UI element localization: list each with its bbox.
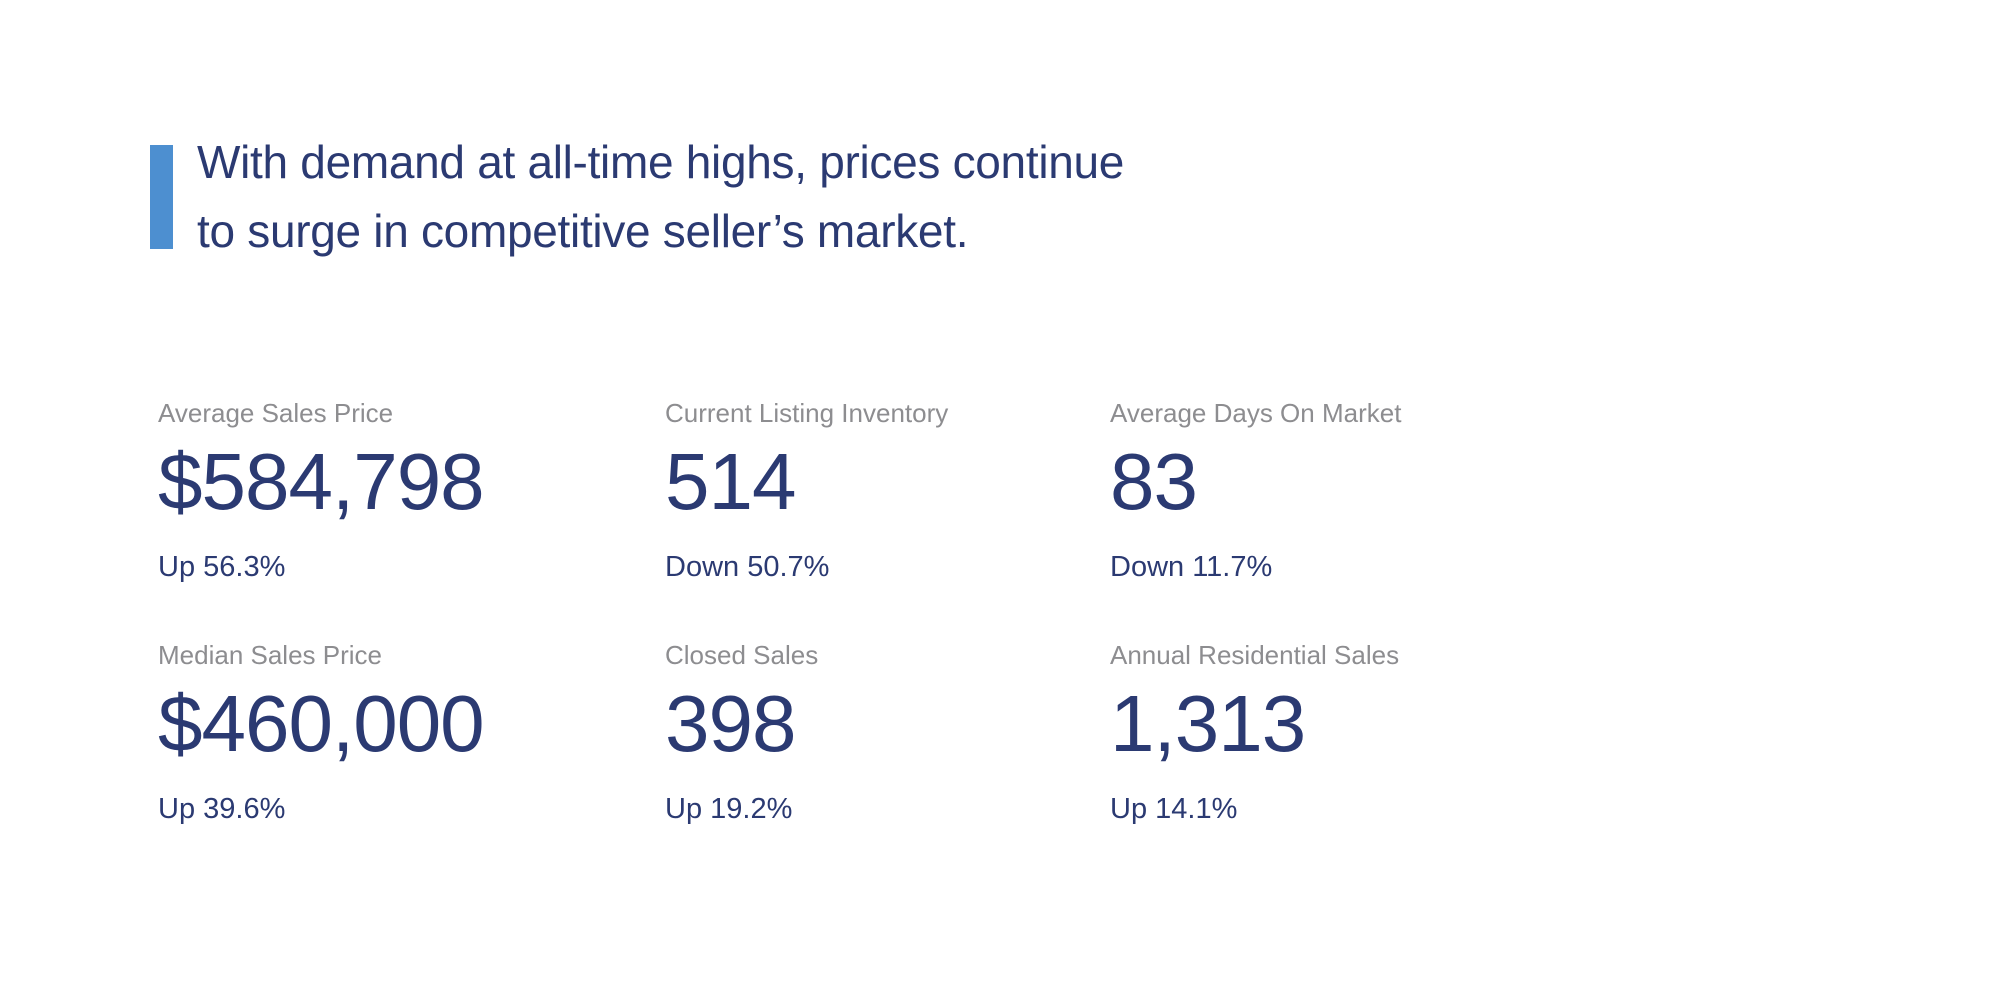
stat-median-sales-price: Median Sales Price $460,000 Up 39.6% [158, 640, 665, 826]
stat-value: $584,798 [158, 437, 485, 526]
stat-label: Median Sales Price [158, 640, 382, 670]
stat-delta: Up 39.6% [158, 793, 286, 825]
stat-current-listing-inventory: Current Listing Inventory 514 Down 50.7% [665, 398, 1110, 584]
headline-line-2: to surge in competitive seller’s market. [197, 205, 969, 257]
stat-closed-sales: Closed Sales 398 Up 19.2% [665, 640, 1110, 826]
stat-label: Annual Residential Sales [1110, 640, 1400, 670]
stat-value: 83 [1110, 437, 1198, 526]
stat-label: Average Days On Market [1110, 398, 1402, 428]
stat-value: 1,313 [1110, 679, 1306, 768]
stat-delta: Up 19.2% [665, 793, 793, 825]
stat-label: Average Sales Price [158, 398, 394, 428]
stat-average-days-on-market: Average Days On Market 83 Down 11.7% [1110, 398, 2000, 584]
stat-delta: Down 50.7% [665, 551, 830, 583]
stat-average-sales-price: Average Sales Price $584,798 Up 56.3% [158, 398, 665, 584]
stat-delta: Up 56.3% [158, 551, 286, 583]
headline-line-1: With demand at all-time highs, prices co… [197, 136, 1125, 188]
stat-annual-residential-sales: Annual Residential Sales 1,313 Up 14.1% [1110, 640, 2000, 826]
stat-label: Closed Sales [665, 640, 819, 670]
stat-delta: Down 11.7% [1110, 551, 1273, 583]
stat-value: 398 [665, 679, 796, 768]
stat-label: Current Listing Inventory [665, 398, 949, 428]
headline: With demand at all-time highs, prices co… [197, 128, 1124, 266]
stats-grid: Average Sales Price $584,798 Up 56.3% Cu… [0, 398, 2000, 826]
stat-delta: Up 14.1% [1110, 793, 1238, 825]
stat-value: 514 [665, 437, 796, 526]
headline-block: With demand at all-time highs, prices co… [0, 128, 2000, 266]
stat-value: $460,000 [158, 679, 485, 768]
headline-accent-bar [150, 145, 173, 249]
